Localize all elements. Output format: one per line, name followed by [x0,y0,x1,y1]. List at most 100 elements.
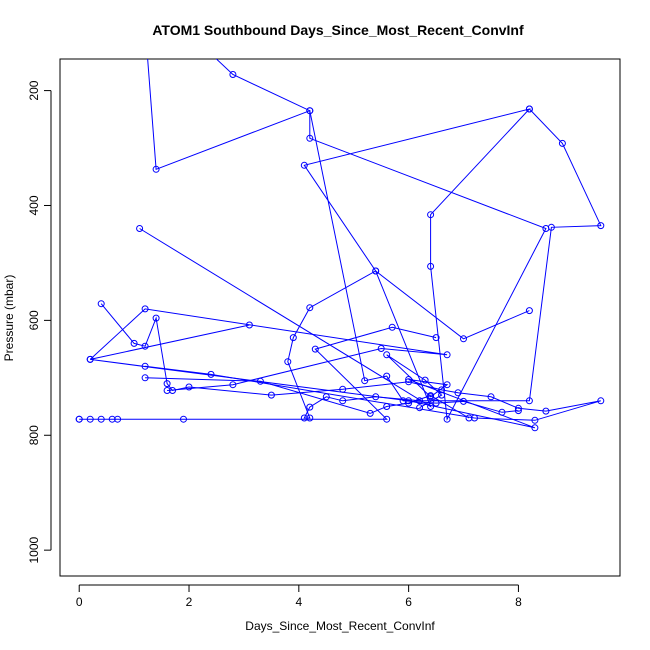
data-point [438,386,446,394]
data-point [383,415,391,423]
data-point [460,397,467,405]
data-point [306,304,314,312]
data-point [597,222,605,230]
data-point [558,139,566,147]
data-point [487,393,495,401]
data-point [97,415,105,423]
data-point [306,403,314,411]
data-point [108,415,116,423]
x-tick-label: 0 [76,595,83,609]
data-point [542,407,550,415]
series-line [100,303,601,421]
data-point [163,380,171,388]
data-point [525,307,533,315]
chart-title: ATOM1 Southbound Days_Since_Most_Recent_… [152,22,524,38]
data-point [416,404,424,412]
y-axis-label: Pressure (mbar) [2,275,16,362]
data-point [438,391,446,399]
data-point [163,387,171,394]
x-axis: 0 2 4 6 8 [76,584,522,609]
data-point [152,314,160,322]
y-tick-label: 600 [27,310,41,330]
data-point [405,378,413,386]
data-point [130,339,138,347]
data-point [306,134,314,142]
data-point [465,414,473,422]
data-point [141,342,149,350]
x-tick-label: 2 [186,595,193,609]
y-tick-label: 200 [27,80,41,100]
series-line [79,326,437,420]
data-point [86,415,94,423]
data-point [383,372,391,380]
data-point [256,377,264,385]
data-point [597,397,605,405]
data-point [180,415,187,423]
y-axis: 200 400 600 800 1000 [27,80,52,564]
data-point [152,165,160,173]
data-point [525,397,533,405]
data-point [443,415,451,423]
data-point [427,392,435,400]
data-point [421,376,429,384]
data-point [142,23,148,29]
data-point [267,391,275,399]
data-point [542,225,550,232]
data-point [514,407,522,415]
data-point [141,305,149,313]
data-point [388,323,396,331]
data-point [377,345,385,352]
data-point [460,335,467,343]
data-point [97,300,105,308]
series-line [215,59,519,413]
data-point [427,211,435,219]
x-tick-label: 6 [405,595,412,609]
y-tick-label: 400 [27,195,41,215]
data-point [300,161,308,169]
series-line [90,324,536,429]
data-point [339,397,347,405]
data-point [531,416,539,424]
y-tick-label: 1000 [27,536,41,563]
series-line [89,308,448,391]
data-point [432,334,440,342]
data-point [432,399,440,407]
data-point [531,424,539,432]
x-tick-label: 4 [295,595,302,609]
y-tick-label: 800 [27,425,41,445]
data-point [498,408,506,416]
series-layer [75,23,605,432]
data-point [229,71,237,78]
x-axis-label: Days_Since_Most_Recent_ConvInf [245,619,435,633]
series-line [139,59,547,421]
data-point [229,381,237,389]
data-point [289,334,297,342]
data-point [306,414,314,422]
data-point [311,345,319,353]
data-point [405,399,413,407]
series-line [145,377,470,419]
data-point [405,376,413,383]
data-point [306,107,314,115]
data-point [86,355,94,363]
data-point [525,105,533,113]
data-point [185,383,193,391]
data-point [514,404,522,412]
data-point [141,374,149,382]
data-point [366,409,374,417]
data-point [443,351,451,359]
data-point [361,377,369,385]
data-point [136,225,144,232]
data-point [372,267,380,275]
data-point [284,358,292,366]
data-point [114,415,122,423]
data-point [142,23,148,29]
x-tick-label: 8 [515,595,522,609]
data-point [383,351,391,359]
data-point [443,381,451,389]
data-point [427,262,435,270]
series-line [287,108,602,419]
plot-frame [59,58,621,577]
data-point [383,403,391,410]
